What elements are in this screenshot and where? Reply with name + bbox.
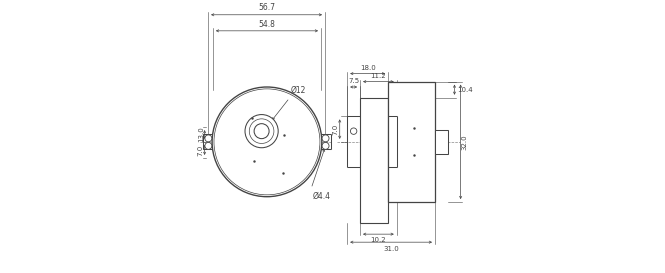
Text: Ø4.4: Ø4.4 xyxy=(313,191,331,200)
Text: 13.0: 13.0 xyxy=(198,127,204,142)
Text: 32.0: 32.0 xyxy=(462,134,467,150)
Bar xyxy=(435,130,448,154)
Text: Ø12: Ø12 xyxy=(291,86,307,95)
Circle shape xyxy=(322,135,329,142)
Text: 7.0: 7.0 xyxy=(332,123,338,135)
Circle shape xyxy=(322,143,329,149)
Text: 54.8: 54.8 xyxy=(259,20,275,29)
Circle shape xyxy=(254,124,269,139)
Text: 11.2: 11.2 xyxy=(370,73,386,79)
Text: 31.0: 31.0 xyxy=(383,246,399,252)
Text: 7.5: 7.5 xyxy=(348,78,359,84)
Bar xyxy=(360,98,388,223)
Circle shape xyxy=(214,89,320,195)
Text: 10.2: 10.2 xyxy=(370,237,386,243)
Text: 18.0: 18.0 xyxy=(360,65,376,71)
Circle shape xyxy=(245,115,278,148)
Text: 7.0: 7.0 xyxy=(198,144,204,156)
Text: 56.7: 56.7 xyxy=(258,3,275,12)
Circle shape xyxy=(350,128,357,134)
Circle shape xyxy=(212,87,322,197)
Text: 10.4: 10.4 xyxy=(458,87,473,93)
Circle shape xyxy=(205,143,212,149)
Circle shape xyxy=(249,119,274,143)
Circle shape xyxy=(205,135,212,142)
Bar xyxy=(388,82,435,202)
